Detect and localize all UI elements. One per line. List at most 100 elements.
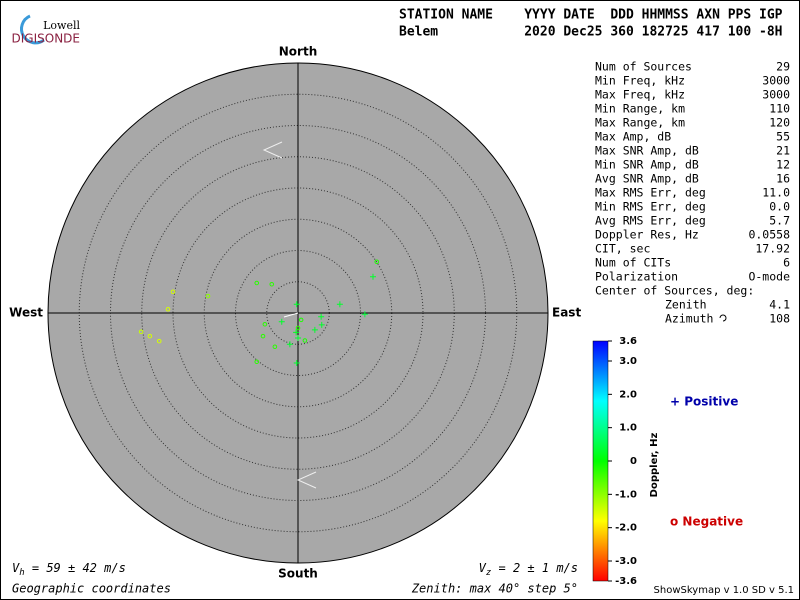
- colorbar-tick-label: -3.0: [615, 556, 637, 567]
- source-negative: [254, 359, 260, 365]
- colorbar-tick-label: 0: [630, 456, 637, 467]
- stat-label: Num of CITs: [595, 256, 671, 270]
- coords: Geographic coordinates: [12, 582, 171, 596]
- stat-label: Max SNR Amp, dB: [595, 144, 699, 158]
- header-columns: STATION NAME YYYY DATE DDD HHMMSS AXN PP…: [399, 8, 783, 23]
- source-positive: [293, 301, 300, 308]
- source-negative: [272, 344, 278, 350]
- colorbar-tick-label: 3.6: [619, 336, 637, 347]
- legend-negative: o Negative: [670, 515, 743, 529]
- vz: Vz = 2 ± 1 m/s: [479, 561, 578, 578]
- stat-label: Avg RMS Err, deg: [595, 214, 706, 228]
- version: ShowSkymap v 1.0 SD v 5.1: [654, 585, 794, 596]
- vh-v: V: [12, 561, 20, 575]
- stat-label: Avg SNR Amp, dB: [595, 172, 699, 186]
- colorbar-tick-label: 1.0: [619, 423, 637, 434]
- vh: Vh = 59 ± 42 m/s: [12, 561, 126, 578]
- source-positive: [293, 329, 300, 336]
- vz-v: V: [479, 561, 487, 575]
- source-negative: [260, 333, 266, 339]
- stat-value: 0.0558: [748, 228, 790, 242]
- source-negative: [269, 281, 275, 287]
- center-label: Azimuth: [665, 312, 713, 326]
- source-negative: [295, 325, 301, 331]
- source-positive: [311, 326, 318, 333]
- center-value: 4.1: [769, 298, 790, 312]
- stat-value: 3000: [762, 88, 790, 102]
- stat-value: 6: [783, 256, 790, 270]
- stat-value: 3000: [762, 74, 790, 88]
- stat-label: Polarization: [595, 270, 678, 284]
- source-negative: [298, 317, 304, 323]
- stats: Num of Sources 29 Min Freq, kHz 3000 Max Fre…: [595, 60, 790, 326]
- center-title: Center of Sources, deg:: [595, 284, 754, 298]
- stat-value: 11.0: [762, 186, 790, 200]
- stat-value: 21: [776, 144, 790, 158]
- source-positive: [318, 321, 325, 328]
- stat-label: Min Freq, kHz: [595, 74, 685, 88]
- source-negative: [254, 280, 260, 286]
- source-negative: [374, 259, 380, 265]
- center-value: 108: [769, 312, 790, 326]
- source-positive: [295, 335, 301, 341]
- arrow: [262, 141, 283, 159]
- stat-label: Max RMS Err, deg: [595, 186, 706, 200]
- source-positive: [336, 301, 343, 308]
- legend-positive: + Positive: [670, 395, 738, 409]
- stat-value: 12: [776, 158, 790, 172]
- direction-label: West: [9, 306, 43, 320]
- stat-value: 17.92: [755, 242, 790, 256]
- stat-label: Min Range, km: [595, 102, 685, 116]
- stat-label: Doppler Res, Hz: [595, 228, 699, 242]
- source-negative: [170, 289, 176, 295]
- colorbar-label: Doppler, Hz: [649, 433, 660, 498]
- source-positive: [361, 311, 368, 318]
- stat-label: Max Freq, kHz: [595, 88, 685, 102]
- source-negative: [262, 321, 268, 327]
- vh-sub: h: [19, 568, 24, 578]
- source-negative: [147, 333, 153, 339]
- colorbar-scale: [592, 340, 609, 582]
- source-positive: [370, 273, 376, 280]
- stat-label: Min SNR Amp, dB: [595, 158, 699, 172]
- colorbar-tick-label: 2.0: [619, 389, 637, 400]
- stat-value: 55: [776, 130, 790, 144]
- stat-value: 5.7: [769, 214, 790, 228]
- direction-label: South: [278, 567, 318, 581]
- logo-bottom: DIGISONDE: [12, 32, 80, 46]
- logo-arc: [20, 14, 45, 45]
- stat-label: Max Amp, dB: [595, 130, 671, 144]
- stat-value: 16: [776, 172, 790, 186]
- header-values: Belem 2020 Dec25 360 182725 417 100 -8H: [399, 25, 783, 40]
- colorbar: 3.6 3.0 2.0 1.0 0 -1.0 -2.0 -3.0 -3.6: [592, 336, 637, 587]
- stat-label: Min RMS Err, deg: [595, 200, 706, 214]
- vh-rest: = 59 ± 42 m/s: [25, 561, 126, 575]
- center-vector: [283, 312, 299, 318]
- stat-value: 120: [769, 116, 790, 130]
- vz-rest: = 2 ± 1 m/s: [491, 561, 578, 575]
- source-negative: [165, 306, 171, 312]
- source-positive: [286, 341, 293, 348]
- stat-value: O-mode: [748, 270, 790, 284]
- vz-sub: z: [486, 568, 491, 578]
- stat-label: CIT, sec: [595, 242, 650, 256]
- source-negative: [205, 293, 211, 299]
- colorbar-tick-label: -1.0: [615, 489, 637, 500]
- zenith-info: Zenith: max 40° step 5°: [411, 582, 578, 596]
- source-negative: [156, 338, 162, 344]
- stat-label: Num of Sources: [595, 60, 692, 74]
- stat-label: Max Range, km: [595, 116, 685, 130]
- azimuth-icon: [719, 314, 727, 322]
- colorbar-tick-label: -3.6: [615, 576, 637, 587]
- colorbar-tick-label: 3.0: [619, 356, 637, 367]
- center-label: Zenith: [665, 298, 707, 312]
- direction-label: East: [552, 306, 581, 320]
- skymap-plot: [47, 62, 549, 564]
- source-positive: [293, 360, 300, 366]
- stat-value: 0.0: [769, 200, 790, 214]
- colorbar-tick-label: -2.0: [615, 523, 637, 534]
- logo-top: Lowell: [43, 19, 80, 32]
- source-positive: [278, 318, 285, 325]
- source-negative: [138, 329, 144, 335]
